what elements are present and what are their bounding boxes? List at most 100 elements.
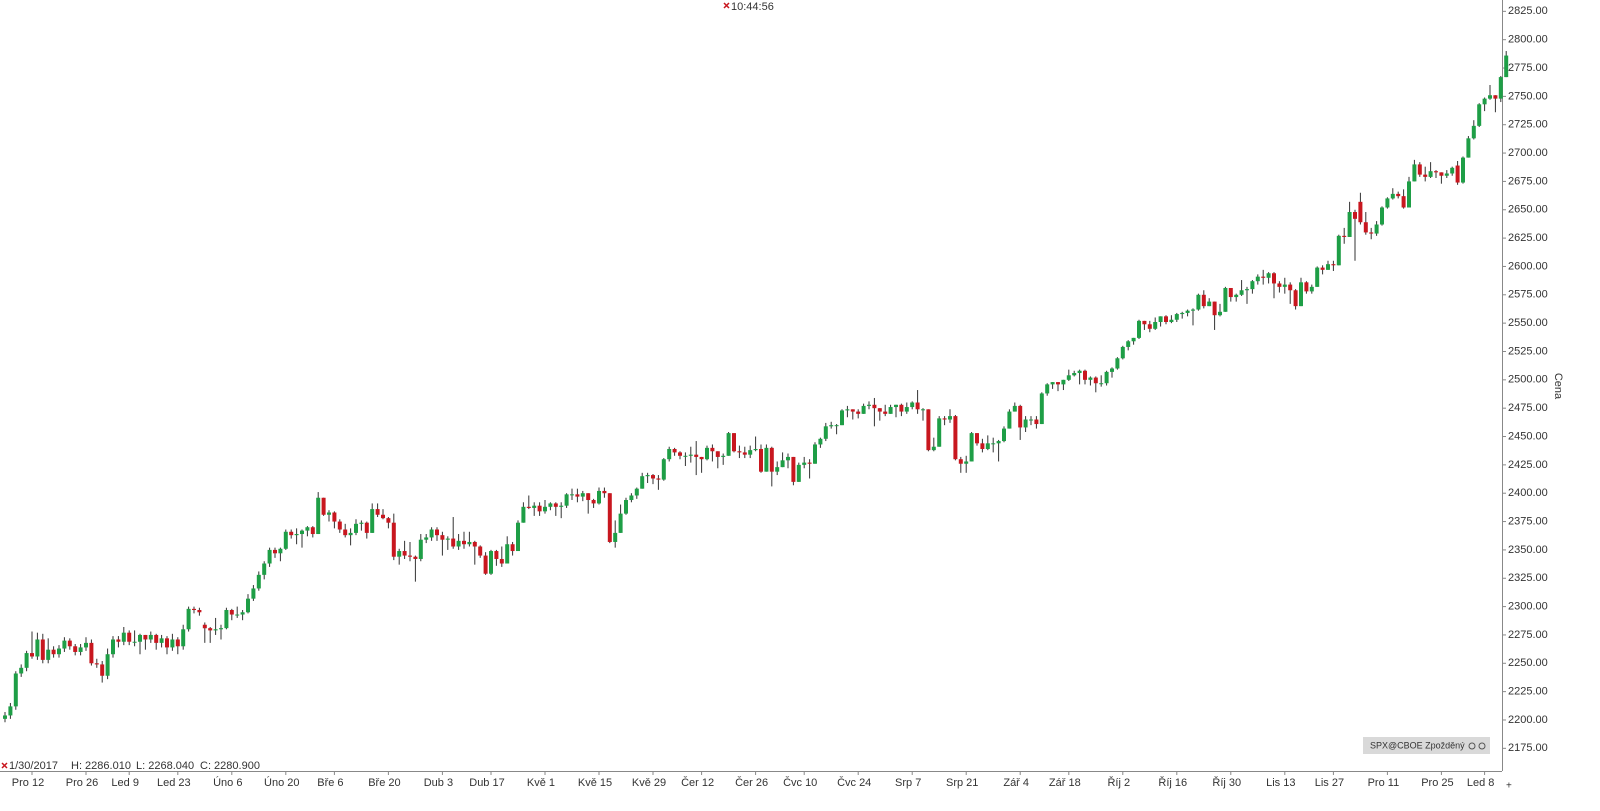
candle-body (910, 402, 915, 408)
candle-body (872, 404, 877, 409)
candle-body (694, 454, 699, 457)
candle-body (1326, 264, 1330, 270)
candle-body (78, 647, 83, 652)
candle-body (1250, 281, 1255, 290)
candle-body (1336, 235, 1341, 266)
candle-body (294, 534, 299, 536)
candle-body (678, 452, 682, 456)
candle-body (937, 418, 942, 447)
candle-body (931, 446, 936, 451)
candle-body (478, 546, 483, 556)
candle-body (1137, 320, 1141, 338)
candle-body (19, 667, 24, 674)
candle-body (1029, 419, 1033, 421)
candle-body (1396, 193, 1401, 197)
candle-body (710, 447, 715, 452)
x-tick-label: Říj 30 (1212, 776, 1241, 789)
candle-body (1266, 273, 1271, 278)
candle-body (656, 478, 661, 480)
badge-icon[interactable] (1468, 742, 1476, 750)
candle-body (1191, 309, 1195, 311)
y-tick-label: 2825.00 (1508, 5, 1548, 17)
candle-body (262, 563, 267, 575)
candle-body (1504, 55, 1509, 78)
candle-body (699, 456, 704, 460)
x-tick-label: Říj 16 (1158, 776, 1187, 789)
candle-body (197, 609, 202, 613)
candle-body (818, 438, 823, 445)
candle-body (316, 497, 321, 535)
candle-body (67, 640, 72, 647)
info-close: C: 2280.900 (200, 760, 260, 772)
candle-body (1164, 316, 1168, 323)
candle-body (629, 495, 634, 501)
candle-body (1002, 428, 1006, 442)
candle-body (969, 433, 974, 462)
candle-body (1417, 164, 1422, 175)
y-tick-label: 2175.00 (1508, 742, 1548, 754)
candle-body (1315, 267, 1320, 287)
x-tick-label: Srp 21 (946, 777, 978, 789)
candle-body (1299, 282, 1303, 307)
candle-body (370, 509, 375, 533)
candle-body (732, 433, 736, 452)
y-tick-label: 2675.00 (1508, 175, 1548, 187)
candle-body (1482, 98, 1487, 105)
x-tick-label: Čer 26 (735, 776, 768, 789)
candle-body (375, 509, 380, 515)
x-tick-label: Lis 27 (1315, 777, 1344, 789)
candle-body (1207, 301, 1212, 307)
candle-body (1223, 287, 1228, 312)
candle-body (1115, 358, 1120, 369)
candle-body (1304, 282, 1309, 292)
candle-body (1255, 276, 1260, 282)
candle-body (683, 455, 688, 457)
y-tick-label: 2650.00 (1508, 204, 1548, 216)
candle-body (667, 448, 672, 460)
candle-body (769, 447, 774, 472)
candle-body (1401, 196, 1406, 208)
candle-body (494, 551, 499, 559)
y-tick-label: 2200.00 (1508, 714, 1548, 726)
y-tick-label: 2475.00 (1508, 402, 1548, 414)
candle-body (1088, 377, 1093, 380)
candle-body (1072, 373, 1077, 376)
candle-body (1353, 212, 1357, 219)
candle-body (726, 433, 731, 456)
candle-body (337, 521, 342, 530)
y-tick-label: 2700.00 (1508, 147, 1548, 159)
candle-body (1444, 173, 1449, 176)
info-low: L: 2268.040 (136, 760, 194, 772)
candle-body (742, 452, 747, 455)
candle-body (1007, 411, 1012, 429)
candle-body (132, 641, 137, 643)
candle-body (348, 532, 353, 536)
candle-body (532, 505, 537, 508)
x-tick-label: Čvc 24 (837, 776, 871, 789)
candle-body (661, 459, 666, 480)
candle-body (343, 529, 348, 536)
x-tick-label: Led 23 (157, 777, 191, 789)
candle-body (418, 539, 423, 559)
candle-body (1439, 172, 1444, 176)
candle-body (510, 544, 515, 552)
y-tick-label: 2325.00 (1508, 572, 1548, 584)
candle-body (94, 663, 99, 665)
candle-body (775, 467, 780, 472)
badge-icon[interactable] (1478, 742, 1486, 750)
candle-body (899, 404, 904, 412)
candle-body (440, 535, 445, 540)
candle-body (354, 523, 358, 533)
y-tick-label: 2225.00 (1508, 686, 1548, 698)
candle-body (1234, 294, 1239, 298)
candle-body (1471, 125, 1476, 139)
candle-body (1104, 371, 1109, 384)
candle-body (1331, 264, 1336, 266)
candle-body (705, 447, 709, 460)
candle-body (186, 608, 191, 630)
candle-body (111, 639, 115, 655)
y-tick-label: 2275.00 (1508, 629, 1548, 641)
candle-body (1347, 212, 1352, 237)
candle-body (1320, 267, 1325, 270)
